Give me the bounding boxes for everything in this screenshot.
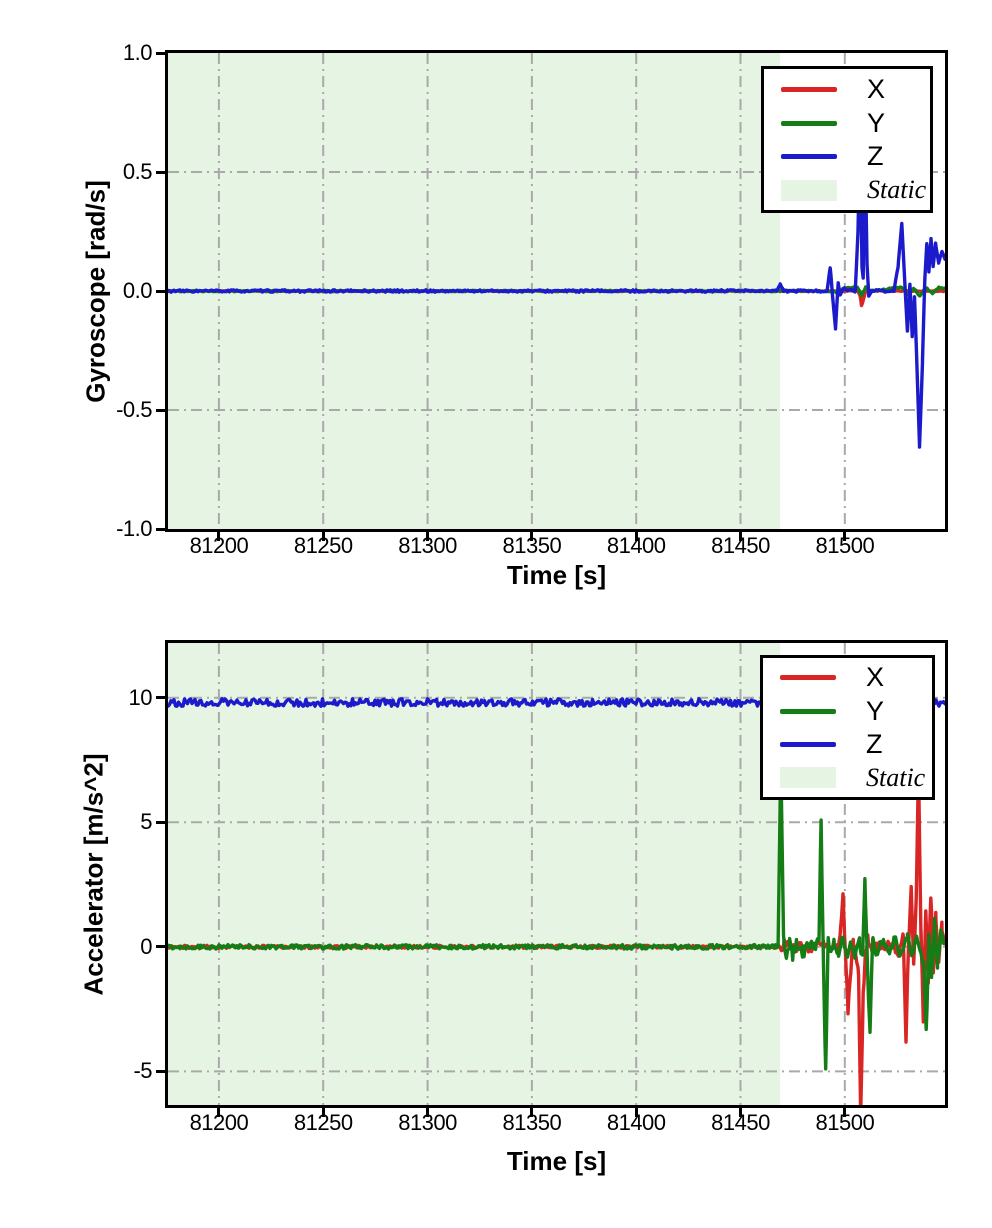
x-tick-mark [634,1108,638,1117]
y-tick-mark [156,408,165,412]
chart-canvas [168,53,945,529]
legend-entry-z: Z [764,143,930,170]
legend-label: Static [867,175,927,205]
legend-entry-y: Y [763,695,932,726]
legend-label: Z [866,729,883,760]
legend-label: Static [866,762,926,792]
chart-canvas [168,643,945,1105]
legend-patch-swatch [781,179,837,201]
y-tick-mark [156,945,165,949]
x-tick-label: 81300 [398,533,457,558]
x-tick-label: 81400 [606,533,666,558]
x-tick-mark [321,532,325,541]
y-tick-label: 1.0 [122,40,153,65]
legend: X Y Z Static [761,66,933,213]
y-tick-mark [156,51,165,55]
x-tick-mark [426,1108,430,1117]
legend-line-swatch [781,154,837,160]
series-line-y [168,752,945,1071]
x-tick-label: 81350 [502,533,562,558]
y-tick-mark [156,289,165,293]
y-tick-label: 10 [128,684,153,710]
x-tick-mark [634,532,638,541]
x-tick-label: 81200 [189,1110,249,1135]
x-tick-label: 81400 [606,1110,666,1135]
legend-label: Y [866,695,885,726]
x-tick-label: 81250 [293,533,353,558]
plot-area: X Y Z Static [165,50,948,532]
legend-label: X [866,662,885,693]
y-tick-label: 0.0 [122,278,153,303]
y-tick-mark [156,170,165,174]
y-tick-label: -5 [133,1058,152,1084]
x-tick-mark [843,1108,847,1117]
legend-line-swatch [780,742,836,748]
legend-entry-static: Static [764,177,930,203]
x-tick-mark [426,532,430,541]
legend-entry-y: Y [764,107,930,138]
x-tick-mark [739,1108,743,1117]
y-tick-mark [156,820,165,824]
y-tick-label: -0.5 [116,397,152,422]
series-line-z [168,129,945,449]
y-tick-label: 0.5 [122,159,153,184]
legend: X Y Z Static [760,655,935,800]
x-tick-label: 81500 [815,533,875,558]
y-tick-mark [156,1069,165,1073]
legend-entry-x: X [763,664,932,691]
y-tick-label: 5 [140,809,152,835]
x-axis-label: Time [s] [506,560,607,590]
x-tick-mark [217,532,221,541]
legend-entry-static: Static [763,762,932,792]
legend-patch-swatch [780,767,836,789]
x-tick-label: 81250 [293,1110,353,1135]
static-region [168,643,781,1105]
x-tick-label: 81300 [398,1110,457,1135]
x-tick-mark [217,1108,221,1117]
y-tick-mark [156,527,165,531]
x-tick-label: 81200 [189,533,249,558]
legend-entry-z: Z [763,731,932,758]
x-tick-mark [843,532,847,541]
x-tick-label: 81350 [502,1110,562,1135]
x-tick-mark [530,1108,534,1117]
x-tick-label: 81500 [815,1110,875,1135]
legend-line-swatch [781,86,837,92]
y-tick-mark [156,696,165,700]
legend-label: Y [867,107,886,138]
legend-label: X [867,73,886,104]
legend-label: Z [867,141,884,172]
x-axis-label: Time [s] [506,1146,607,1176]
legend-line-swatch [781,120,837,126]
legend-entry-x: X [764,73,930,104]
y-tick-label: -1.0 [116,516,152,541]
legend-line-swatch [780,708,836,714]
legend-line-swatch [780,675,836,681]
x-tick-mark [321,1108,325,1117]
x-tick-mark [530,532,534,541]
x-tick-label: 81450 [711,533,770,558]
x-tick-label: 81450 [711,1110,770,1135]
x-tick-mark [739,532,743,541]
y-tick-label: 0 [140,933,152,959]
plot-area: X Y Z Static [165,640,948,1108]
